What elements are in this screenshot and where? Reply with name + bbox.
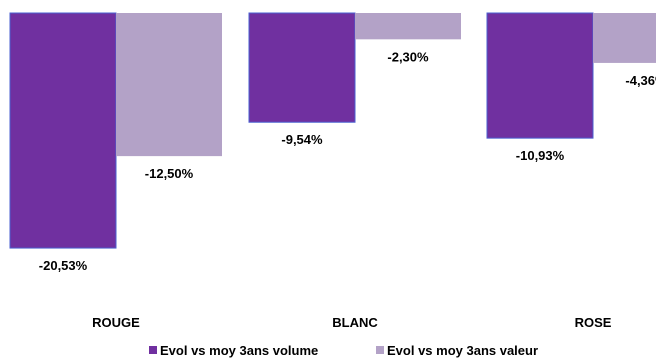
data-label-rose-volume: -10,93% <box>516 148 565 163</box>
chart-legend: Evol vs moy 3ans volume Evol vs moy 3ans… <box>149 343 538 358</box>
bar-blanc-volume <box>248 12 356 123</box>
category-label-rouge: ROUGE <box>92 315 140 330</box>
data-label-rouge-volume: -20,53% <box>39 258 88 273</box>
legend-swatch-volume <box>149 346 157 354</box>
category-label-rose: ROSE <box>575 315 612 330</box>
legend-swatch-valeur <box>376 346 384 354</box>
legend-label-volume: Evol vs moy 3ans volume <box>160 343 318 358</box>
bar-rouge-valeur <box>116 13 222 157</box>
data-label-rouge-valeur: -12,50% <box>145 166 194 181</box>
data-label-blanc-volume: -9,54% <box>281 132 323 147</box>
data-label-blanc-valeur: -2,30% <box>387 49 429 64</box>
chart-category-labels: ROUGE BLANC ROSE <box>92 315 612 330</box>
legend-label-valeur: Evol vs moy 3ans valeur <box>387 343 538 358</box>
bar-blanc-valeur <box>355 13 461 40</box>
bar-rose-volume <box>486 12 594 139</box>
data-label-rose-valeur: -4,36% <box>625 73 656 88</box>
category-label-blanc: BLANC <box>332 315 378 330</box>
bar-rouge-volume <box>9 12 117 249</box>
chart-data-labels: -20,53% -12,50% -9,54% -2,30% -10,93% -4,36% <box>39 49 656 273</box>
bar-rose-valeur <box>593 13 656 63</box>
chart-bars <box>9 12 656 249</box>
